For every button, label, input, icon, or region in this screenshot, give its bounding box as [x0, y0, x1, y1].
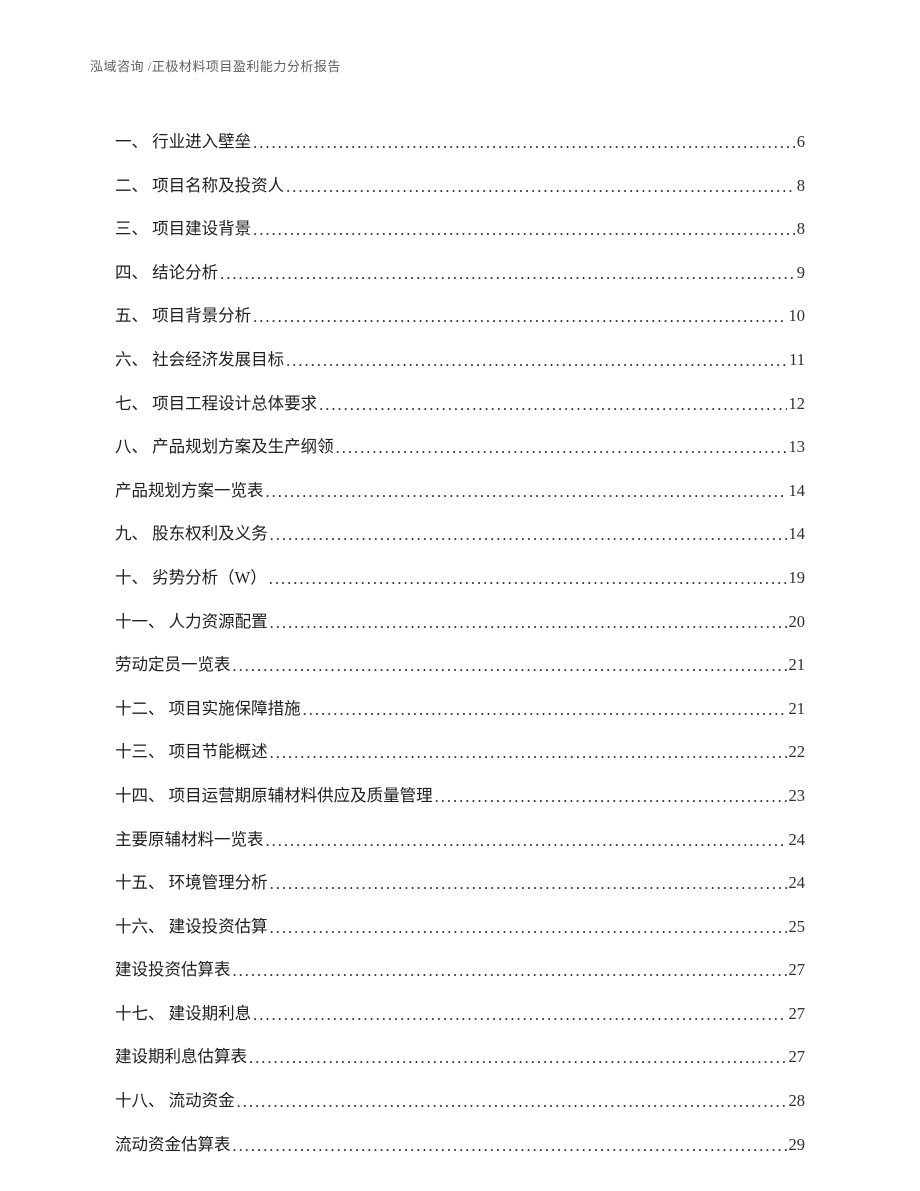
toc-dots	[269, 567, 787, 590]
toc-label: 产品规划方案一览表	[115, 479, 264, 502]
toc-entry: 十七、 建设期利息 27	[115, 1002, 805, 1025]
toc-entry: 八、 产品规划方案及生产纲领 13	[115, 435, 805, 458]
toc-page: 21	[789, 653, 806, 676]
toc-page: 14	[789, 522, 806, 545]
toc-entry: 六、 社会经济发展目标 11	[115, 348, 805, 371]
toc-label: 一、 行业进入壁垒	[115, 130, 251, 153]
toc-page: 22	[789, 740, 806, 763]
toc-page: 28	[789, 1089, 806, 1112]
toc-dots	[233, 654, 787, 677]
toc-page: 23	[789, 784, 806, 807]
toc-label: 十三、 项目节能概述	[115, 740, 268, 763]
toc-page: 24	[789, 871, 806, 894]
toc-entry: 三、 项目建设背景 8	[115, 217, 805, 240]
toc-dots	[319, 393, 786, 416]
toc-entry: 四、 结论分析 9	[115, 261, 805, 284]
toc-dots	[270, 741, 787, 764]
toc-dots	[253, 218, 795, 241]
toc-label: 五、 项目背景分析	[115, 304, 251, 327]
toc-page: 8	[797, 174, 805, 197]
header-text: 泓域咨询 /正极材料项目盈利能力分析报告	[90, 59, 341, 74]
toc-label: 二、 项目名称及投资人	[115, 174, 284, 197]
toc-dots	[270, 872, 787, 895]
toc-dots	[270, 611, 787, 634]
toc-page: 6	[797, 130, 805, 153]
toc-dots	[336, 436, 787, 459]
toc-entry: 产品规划方案一览表 14	[115, 479, 805, 502]
toc-label: 七、 项目工程设计总体要求	[115, 392, 317, 415]
toc-label: 十、 劣势分析（W）	[115, 566, 267, 589]
toc-page: 13	[789, 435, 806, 458]
toc-entry: 十三、 项目节能概述 22	[115, 740, 805, 763]
toc-dots	[266, 480, 787, 503]
table-of-contents: 一、 行业进入壁垒 6 二、 项目名称及投资人 8 三、 项目建设背景 8 四、…	[115, 130, 805, 1176]
toc-label: 十一、 人力资源配置	[115, 610, 268, 633]
toc-page: 12	[789, 392, 806, 415]
toc-dots	[270, 523, 787, 546]
toc-entry: 十二、 项目实施保障措施 21	[115, 697, 805, 720]
toc-page: 27	[789, 1002, 806, 1025]
toc-dots	[253, 131, 795, 154]
toc-label: 十八、 流动资金	[115, 1089, 235, 1112]
toc-label: 十四、 项目运营期原辅材料供应及质量管理	[115, 784, 433, 807]
toc-label: 建设投资估算表	[115, 958, 231, 981]
toc-label: 十六、 建设投资估算	[115, 915, 268, 938]
toc-dots	[266, 829, 787, 852]
toc-label: 劳动定员一览表	[115, 653, 231, 676]
toc-label: 九、 股东权利及义务	[115, 522, 268, 545]
toc-dots	[286, 349, 787, 372]
toc-page: 24	[789, 828, 806, 851]
toc-dots	[286, 175, 795, 198]
toc-entry: 流动资金估算表 29	[115, 1133, 805, 1156]
toc-entry: 五、 项目背景分析 10	[115, 304, 805, 327]
toc-entry: 十八、 流动资金 28	[115, 1089, 805, 1112]
toc-page: 9	[797, 261, 805, 284]
toc-label: 三、 项目建设背景	[115, 217, 251, 240]
toc-label: 建设期利息估算表	[115, 1045, 247, 1068]
toc-page: 19	[789, 566, 806, 589]
toc-page: 20	[789, 610, 806, 633]
toc-label: 主要原辅材料一览表	[115, 828, 264, 851]
toc-dots	[220, 262, 795, 285]
toc-label: 十二、 项目实施保障措施	[115, 697, 301, 720]
toc-page: 10	[789, 304, 806, 327]
page-header: 泓域咨询 /正极材料项目盈利能力分析报告	[90, 56, 341, 75]
toc-entry: 十六、 建设投资估算 25	[115, 915, 805, 938]
toc-entry: 十五、 环境管理分析 24	[115, 871, 805, 894]
toc-entry: 一、 行业进入壁垒 6	[115, 130, 805, 153]
toc-entry: 九、 股东权利及义务 14	[115, 522, 805, 545]
toc-dots	[253, 1003, 786, 1026]
toc-label: 十五、 环境管理分析	[115, 871, 268, 894]
toc-page: 27	[789, 958, 806, 981]
toc-dots	[435, 785, 787, 808]
toc-entry: 建设投资估算表 27	[115, 958, 805, 981]
toc-page: 8	[797, 217, 805, 240]
toc-page: 25	[789, 915, 806, 938]
toc-page: 14	[789, 479, 806, 502]
toc-entry: 十一、 人力资源配置 20	[115, 610, 805, 633]
toc-entry: 劳动定员一览表 21	[115, 653, 805, 676]
toc-page: 21	[789, 697, 806, 720]
toc-label: 十七、 建设期利息	[115, 1002, 251, 1025]
toc-label: 流动资金估算表	[115, 1133, 231, 1156]
toc-entry: 七、 项目工程设计总体要求 12	[115, 392, 805, 415]
toc-label: 八、 产品规划方案及生产纲领	[115, 435, 334, 458]
toc-dots	[253, 305, 786, 328]
toc-entry: 建设期利息估算表 27	[115, 1045, 805, 1068]
toc-label: 四、 结论分析	[115, 261, 218, 284]
toc-dots	[237, 1090, 787, 1113]
toc-dots	[249, 1046, 787, 1069]
toc-page: 27	[789, 1045, 806, 1068]
toc-entry: 十、 劣势分析（W） 19	[115, 566, 805, 589]
toc-entry: 主要原辅材料一览表 24	[115, 828, 805, 851]
toc-entry: 十四、 项目运营期原辅材料供应及质量管理 23	[115, 784, 805, 807]
toc-dots	[233, 1134, 787, 1157]
toc-dots	[270, 916, 787, 939]
toc-dots	[233, 959, 787, 982]
toc-page: 11	[789, 348, 805, 371]
toc-entry: 二、 项目名称及投资人 8	[115, 174, 805, 197]
toc-page: 29	[789, 1133, 806, 1156]
toc-label: 六、 社会经济发展目标	[115, 348, 284, 371]
toc-dots	[303, 698, 787, 721]
